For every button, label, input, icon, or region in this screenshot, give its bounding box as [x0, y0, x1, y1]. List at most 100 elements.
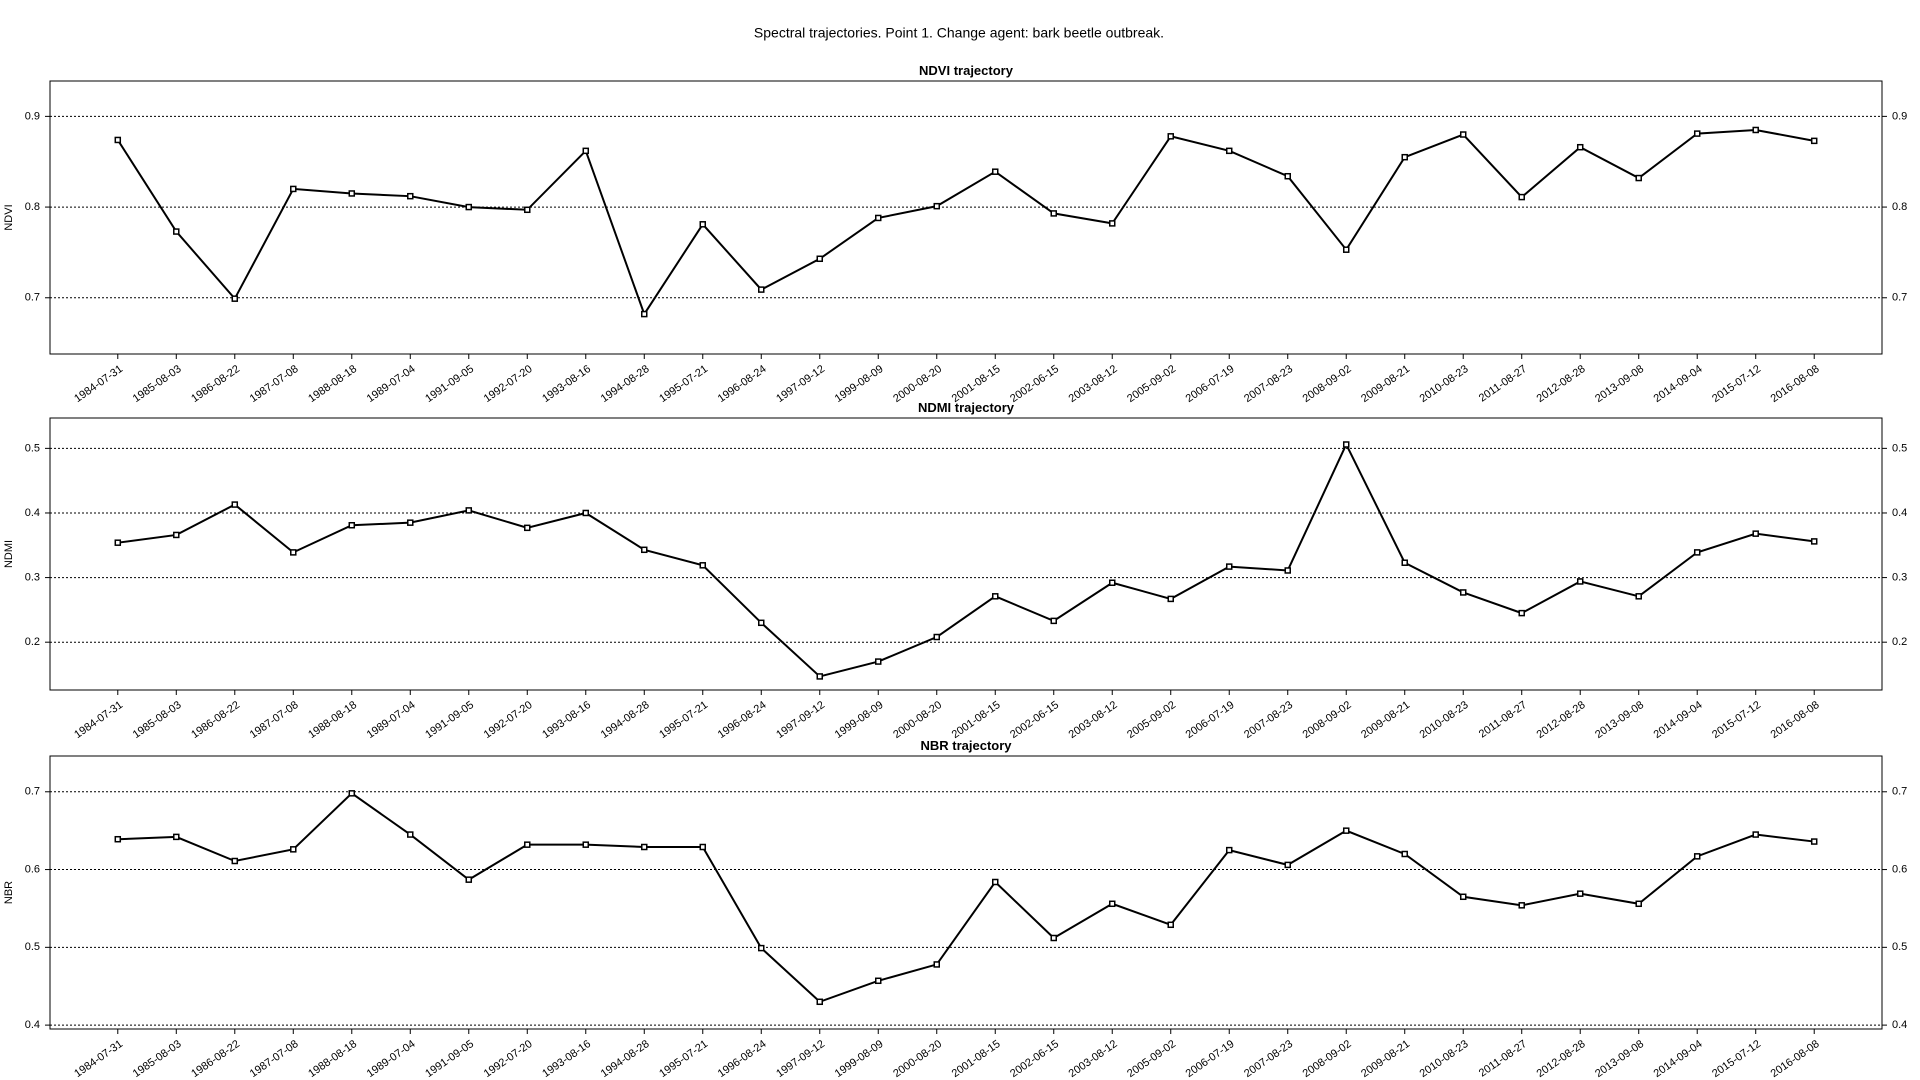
- x-tick-label: 1987-07-08: [248, 1038, 301, 1080]
- y2-tick-label: 0.4: [1892, 1019, 1907, 1031]
- x-tick-label: 2005-09-02: [1125, 699, 1178, 741]
- x-tick-label: 1996-08-24: [716, 1038, 769, 1080]
- x-tick-label: 1997-09-12: [774, 1038, 827, 1080]
- data-point: [1693, 549, 1701, 556]
- x-tick-label: 2006-07-19: [1184, 363, 1237, 405]
- y-tick-label: 0.2: [25, 636, 40, 648]
- x-tick-label: 1986-08-22: [189, 1038, 242, 1080]
- data-point: [290, 549, 297, 556]
- x-tick-label: 1984-07-31: [72, 363, 125, 405]
- data-point: [1167, 595, 1174, 603]
- x-tick-label: 2011-08-27: [1477, 363, 1529, 405]
- data-point: [465, 203, 473, 211]
- x-tick-label: 2012-08-28: [1535, 363, 1588, 405]
- data-point: [699, 221, 707, 228]
- data-point: [1401, 850, 1408, 858]
- data-point: [1284, 172, 1291, 180]
- data-point: [816, 255, 824, 263]
- data-point: [875, 214, 882, 222]
- x-tick-label: 2011-08-27: [1477, 1038, 1529, 1080]
- data-point: [1284, 567, 1291, 574]
- y2-tick-label: 0.6: [1892, 863, 1907, 875]
- data-point: [524, 206, 531, 214]
- panel-title: NDVI trajectory: [919, 63, 1014, 78]
- x-tick-label: 2007-08-23: [1242, 363, 1295, 405]
- data-point: [641, 843, 648, 851]
- x-tick-label: 2010-08-23: [1418, 363, 1471, 405]
- data-point: [875, 977, 882, 985]
- data-point: [1108, 579, 1116, 587]
- data-point: [758, 286, 765, 293]
- data-point: [1401, 559, 1408, 566]
- data-point: [1693, 130, 1701, 137]
- x-tick-label: 2003-08-12: [1067, 1038, 1120, 1080]
- x-tick-label: 1991-09-05: [423, 1038, 476, 1080]
- data-point: [1635, 900, 1642, 908]
- x-tick-label: 1985-08-03: [131, 1038, 184, 1080]
- data-point: [290, 185, 297, 193]
- data-point: [407, 831, 414, 838]
- data-point: [1459, 893, 1467, 901]
- data-point: [1810, 538, 1818, 545]
- data-point: [1342, 246, 1350, 253]
- data-point: [348, 190, 356, 197]
- y2-tick-label: 0.5: [1892, 442, 1907, 454]
- x-tick-label: 1985-08-03: [131, 699, 184, 741]
- x-tick-label: 1996-08-24: [716, 699, 769, 741]
- data-point: [699, 562, 707, 569]
- y-tick-label: 0.7: [25, 292, 40, 304]
- data-point: [173, 531, 180, 539]
- x-tick-label: 2014-09-04: [1652, 1038, 1705, 1080]
- y-tick-label: 0.8: [25, 201, 40, 213]
- data-point: [1225, 563, 1233, 570]
- data-point: [348, 521, 356, 529]
- data-point: [1459, 131, 1467, 138]
- x-tick-label: 1991-09-05: [423, 363, 476, 405]
- data-point: [933, 961, 941, 968]
- data-point: [1108, 900, 1116, 908]
- data-point: [582, 509, 590, 517]
- x-tick-label: 2008-09-02: [1301, 1038, 1354, 1080]
- x-tick-label: 1994-08-28: [599, 699, 652, 741]
- data-point: [114, 835, 122, 843]
- data-point: [1810, 137, 1818, 145]
- data-point: [991, 168, 999, 175]
- y2-tick-label: 0.8: [1892, 201, 1907, 213]
- data-point: [1752, 530, 1759, 537]
- data-point: [1810, 838, 1818, 845]
- y-axis-label: NBR: [3, 881, 15, 904]
- x-tick-label: 2010-08-23: [1418, 699, 1471, 741]
- data-point: [641, 546, 648, 554]
- x-tick-label: 2013-09-08: [1593, 363, 1646, 405]
- x-tick-label: 2005-09-02: [1125, 363, 1178, 405]
- x-tick-label: 1988-08-18: [306, 363, 359, 405]
- x-tick-label: 1992-07-20: [482, 1038, 535, 1080]
- x-tick-label: 1989-07-04: [365, 699, 418, 741]
- data-point: [114, 136, 122, 144]
- x-tick-label: 2009-08-21: [1359, 1038, 1412, 1080]
- data-point: [173, 833, 180, 841]
- x-tick-label: 2015-07-12: [1710, 363, 1763, 405]
- panel-title: NBR trajectory: [920, 738, 1012, 753]
- y2-tick-label: 0.3: [1892, 571, 1907, 583]
- x-tick-label: 1993-08-16: [540, 1038, 593, 1080]
- data-point: [465, 507, 473, 514]
- data-point: [1635, 174, 1642, 182]
- data-point: [582, 147, 590, 155]
- x-tick-label: 2000-08-20: [891, 363, 944, 405]
- y-tick-label: 0.5: [25, 941, 40, 953]
- x-tick-label: 1999-08-09: [833, 1038, 886, 1080]
- data-point: [1459, 589, 1467, 596]
- y2-tick-label: 0.5: [1892, 941, 1907, 953]
- x-tick-label: 2012-08-28: [1535, 699, 1588, 741]
- x-tick-label: 2009-08-21: [1359, 699, 1412, 741]
- data-point: [1401, 153, 1408, 161]
- x-tick-label: 1995-07-21: [657, 699, 710, 741]
- data-point: [1518, 609, 1525, 617]
- data-point: [1576, 890, 1584, 897]
- data-point: [1225, 147, 1233, 155]
- x-tick-label: 1991-09-05: [423, 699, 476, 741]
- x-tick-label: 1989-07-04: [365, 1038, 418, 1080]
- data-point: [758, 619, 765, 627]
